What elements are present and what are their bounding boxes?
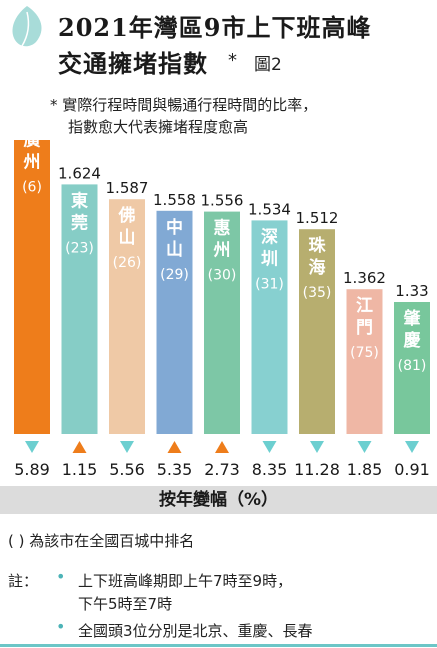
subnote-line1: * 實際行程時間與暢通行程時間的比率， [50, 96, 318, 114]
bar-category-label: 海 [309, 257, 326, 278]
bar [394, 302, 430, 434]
change-label: 5.56 [109, 460, 145, 479]
bar-category-label: 莞 [71, 213, 88, 233]
note1-line1: 上下班高峰期即上午7時至9時， [78, 572, 293, 590]
down-arrow-icon [310, 441, 324, 453]
bar-category-label: 門 [356, 318, 373, 338]
bar-category-label: 東 [71, 190, 88, 211]
down-arrow-icon [120, 441, 134, 453]
change-label: 0.91 [394, 460, 430, 479]
up-arrow-icon [72, 441, 87, 453]
down-arrow-icon [405, 441, 419, 453]
bar [299, 229, 335, 434]
rank-legend: ( ) 為該市在全國百城中排名 [8, 532, 195, 550]
title-asterisk: * [228, 50, 237, 71]
note2: 全國頭3位分別是北京、重慶、長春 [78, 622, 313, 640]
chart-title-line1: 2021年灣區9市上下班高峰 [58, 13, 372, 42]
bar-value-label: 1.587 [106, 179, 149, 197]
bar-category-label: 山 [166, 240, 183, 260]
note-label: 註： [8, 572, 39, 590]
bar-category-label: 慶 [404, 330, 421, 351]
note1-line2: 下午5時至7時 [78, 595, 173, 613]
up-arrow-icon [167, 441, 182, 453]
bar-category-label: 惠 [214, 218, 231, 239]
bar-rank-label: (26) [113, 255, 142, 271]
down-arrow-icon [25, 441, 39, 453]
bar [109, 199, 145, 434]
bar-rank-label: (29) [160, 267, 189, 283]
bar-category-label: 州 [23, 153, 41, 173]
subnote-line2: 指數愈大代表擁堵程度愈高 [68, 118, 249, 136]
bar-rank-label: (23) [65, 240, 94, 256]
bar [346, 289, 383, 434]
bar-category-label: 深 [261, 226, 278, 247]
bar-value-label: 1.624 [58, 164, 101, 182]
bar-category-label: 佛 [118, 205, 136, 226]
bar-category-label: 山 [119, 228, 136, 248]
bar-chart: 1.776廣州(6)5.891.624東莞(23)1.151.587佛山(26)… [14, 140, 430, 479]
bar [251, 220, 288, 434]
bar-category-label: 珠 [309, 236, 327, 256]
up-arrow-icon [215, 441, 229, 453]
bar-category-label: 圳 [261, 249, 278, 269]
change-label: 11.28 [294, 460, 340, 479]
down-arrow-icon [357, 441, 372, 453]
bar-value-label: 1.556 [201, 192, 244, 210]
bar-rank-label: (31) [255, 276, 284, 292]
bar-category-label: 廣 [24, 140, 41, 151]
figure-label: 圖2 [254, 55, 282, 75]
bar-value-label: 1.534 [248, 200, 291, 218]
bar [156, 210, 193, 434]
bar-category-label: 州 [213, 241, 231, 261]
leaf-icon [12, 6, 42, 47]
bar-rank-label: (6) [22, 180, 42, 196]
chart-title-line2: 交通擁堵指數 [58, 49, 208, 78]
bar-value-label: 1.362 [343, 269, 386, 287]
bar-rank-label: (35) [303, 285, 332, 301]
axis-title-band [0, 486, 437, 514]
note-bullet-2: • [56, 617, 66, 636]
bar-rank-label: (30) [208, 268, 237, 284]
bar [61, 184, 98, 434]
bar-value-label: 1.33 [395, 282, 428, 300]
bar-category-label: 肇 [404, 308, 422, 329]
change-label: 5.89 [14, 460, 50, 479]
change-label: 1.85 [347, 460, 383, 479]
bottom-rule [0, 644, 437, 647]
bar-value-label: 1.558 [153, 191, 196, 209]
note-bullet-1: • [56, 567, 66, 586]
change-label: 1.15 [62, 460, 98, 479]
bar [204, 211, 240, 434]
down-arrow-icon [262, 441, 277, 453]
bar-rank-label: (81) [398, 358, 427, 374]
change-label: 2.73 [204, 460, 240, 479]
change-label: 8.35 [252, 460, 288, 479]
bar-rank-label: (75) [350, 345, 379, 361]
bar-category-label: 中 [166, 217, 183, 238]
bar-category-label: 江 [356, 296, 373, 316]
bar-value-label: 1.512 [296, 209, 339, 227]
x-axis-title: 按年變幅（%） [158, 490, 279, 510]
bar [14, 140, 50, 434]
change-label: 5.35 [157, 460, 193, 479]
